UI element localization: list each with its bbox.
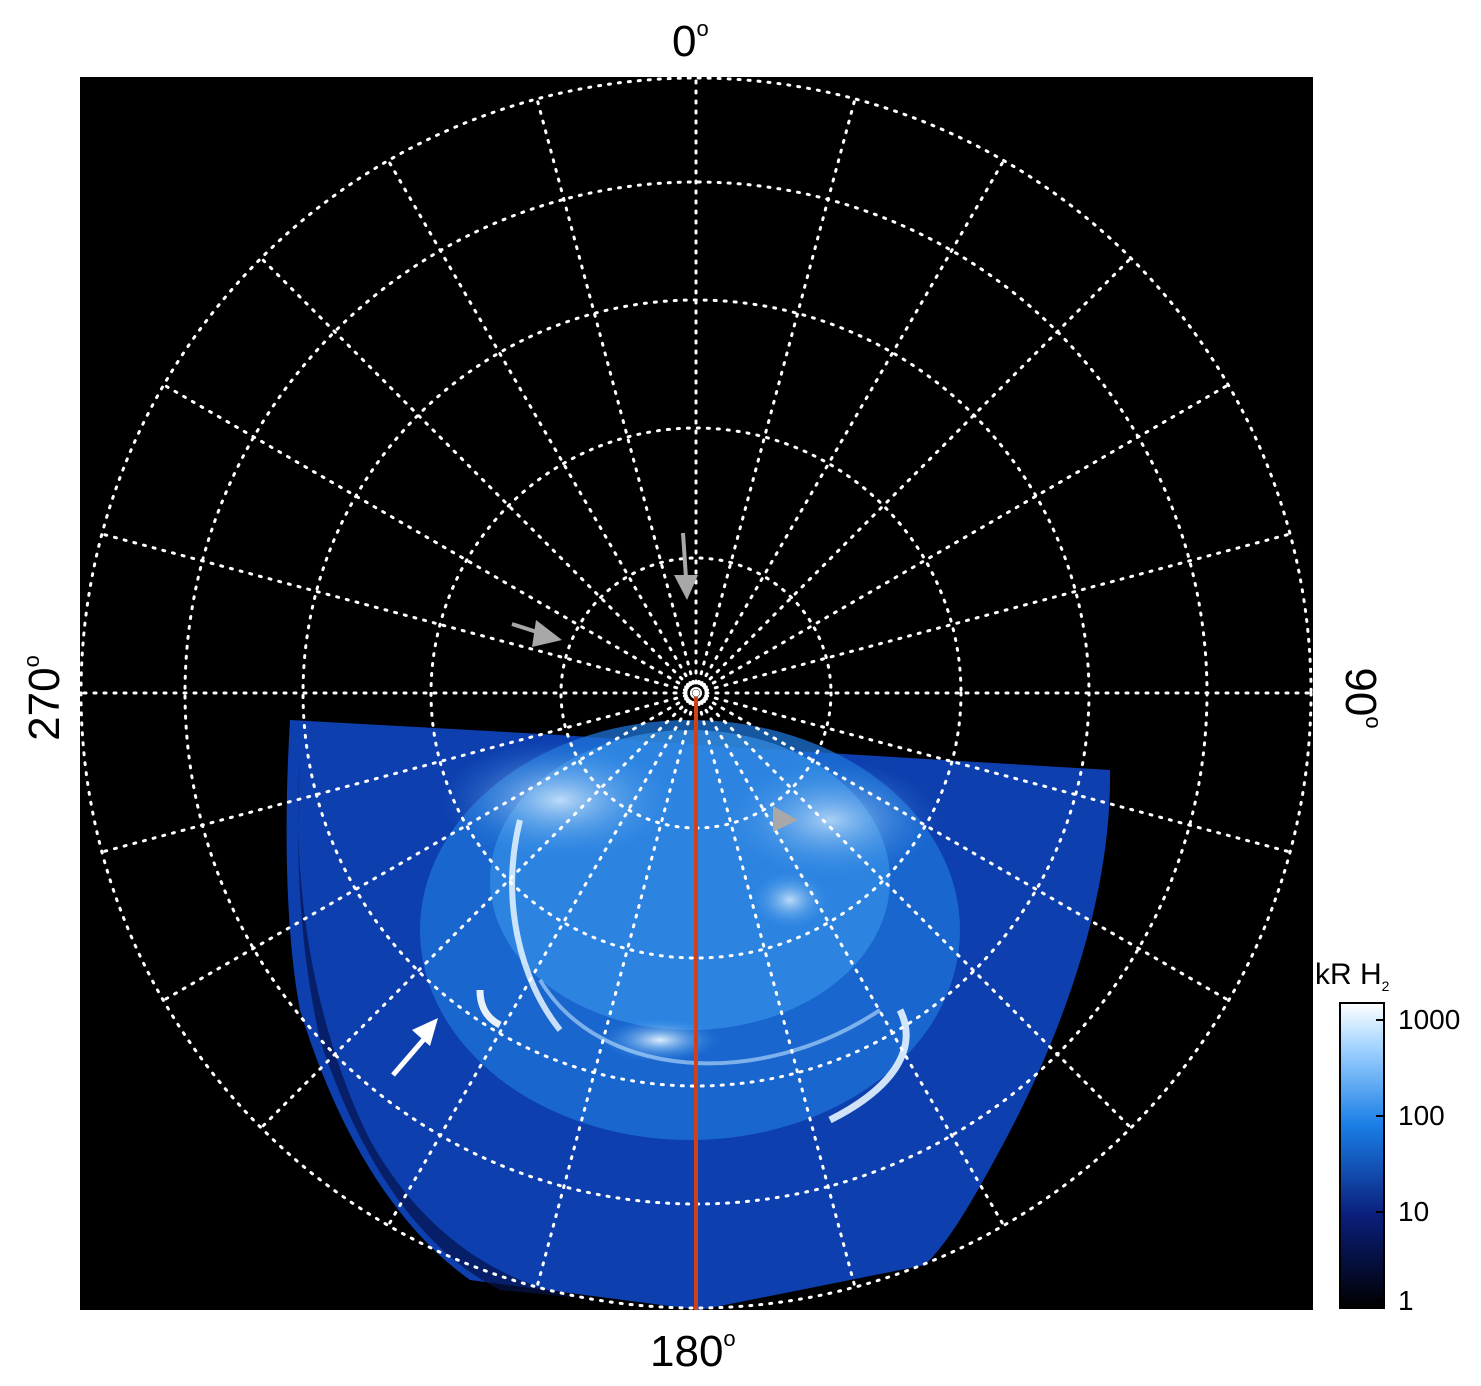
gray-arrow-right [773,806,798,832]
aurora-arc-spot [476,989,502,1029]
longitude-label-90: 90o [1336,667,1386,729]
colorbar-title: kR H2 [1315,958,1390,994]
colorbar-tick-label: 10 [1398,1196,1430,1227]
longitude-label-180: 180o [650,1326,736,1376]
gray-arrow-left [511,620,562,647]
gray-arrow-top [674,532,698,600]
aurora-main-oval [538,978,882,1066]
white-arrow [391,1018,438,1077]
colorbar-tick-label: 100 [1398,1100,1445,1131]
aurora-glow-right [720,760,940,880]
aurora-glow-left [440,740,680,860]
longitude-grid [80,77,1313,1310]
aurora-bright-spot [600,1018,720,1062]
longitude-label-0: 0o [672,16,709,66]
colorbar-ticks [1376,1019,1384,1301]
colorbar-tick-label: 1000 [1398,1004,1461,1035]
aurora-arc-left [509,819,563,1032]
aurora-arc-right [828,1008,910,1124]
longitude-label-270: 270o [19,655,69,741]
colorbar [1339,1002,1385,1309]
colorbar-tick-label: 1 [1398,1285,1414,1316]
aurora-bright-spot-2 [750,870,830,930]
